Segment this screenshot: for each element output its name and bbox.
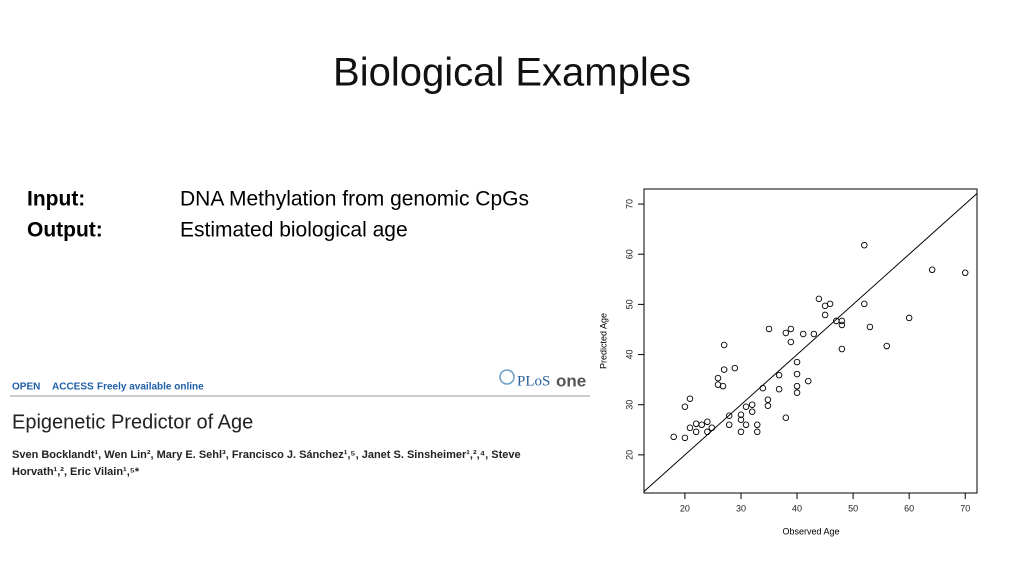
point [714, 374, 722, 382]
point [838, 345, 846, 353]
banner-access: ACCESS [52, 382, 94, 393]
point [805, 377, 812, 385]
point [725, 412, 733, 419]
point [799, 330, 807, 338]
point [725, 421, 733, 429]
point [764, 396, 772, 403]
point [670, 433, 677, 441]
point [793, 389, 801, 396]
paper-title: Epigenetic Predictor of Age [12, 411, 253, 433]
authors: Horvath¹,², Eric Vilain¹,⁵* [12, 466, 140, 478]
point [821, 311, 829, 319]
y-tick-label: 50 [624, 299, 634, 309]
point [826, 300, 834, 308]
point [720, 341, 728, 349]
y-axis-label: Predicted Age [598, 313, 608, 369]
point [748, 401, 756, 408]
x-tick-label: 70 [960, 503, 970, 513]
x-axis-label: Observed Age [782, 526, 839, 536]
point [704, 418, 711, 426]
point [961, 269, 969, 277]
row-label: Input: [27, 188, 85, 211]
point [787, 325, 795, 333]
point [793, 358, 801, 366]
point [737, 416, 745, 424]
y-tick-label: 20 [624, 450, 634, 460]
x-tick-label: 30 [736, 503, 746, 513]
point [753, 421, 761, 429]
point [793, 370, 801, 378]
y-tick-label: 60 [624, 249, 634, 259]
plot-frame [643, 188, 978, 494]
row-label: Output: [27, 219, 103, 242]
point [782, 329, 790, 337]
point [775, 371, 783, 379]
banner-free: Freely available online [97, 382, 204, 393]
y-tick-label: 30 [624, 400, 634, 410]
row-text: Estimated biological age [180, 219, 408, 242]
point [681, 403, 689, 410]
slide-title: Biological Examples [333, 51, 691, 95]
y-tick-label: 40 [624, 350, 634, 360]
point [883, 342, 890, 350]
point [719, 382, 727, 390]
banner-open: OPEN [12, 382, 40, 393]
point [692, 420, 700, 428]
point [765, 325, 773, 333]
logo-b: one [556, 371, 586, 390]
point [753, 428, 761, 436]
point [698, 421, 705, 429]
point [686, 424, 694, 432]
logo-icon [499, 369, 515, 385]
row-text: DNA Methylation from genomic CpGs [180, 188, 529, 211]
point [731, 364, 739, 372]
logo-a: PLoS [517, 373, 550, 389]
authors: Sven Bocklandt¹, Wen Lin², Mary E. Sehl³… [12, 449, 521, 461]
point [692, 428, 700, 436]
x-tick-label: 60 [904, 503, 914, 513]
point [742, 403, 750, 410]
point [742, 421, 750, 429]
point [708, 424, 716, 432]
point [905, 314, 913, 322]
point [737, 411, 745, 418]
point [838, 317, 846, 325]
y-tick-label: 70 [624, 199, 634, 209]
paper-header: OPEN ACCESS Freely available online PLoS… [10, 369, 590, 478]
point [737, 428, 745, 436]
point [720, 366, 728, 373]
point [681, 434, 689, 442]
identity-line [643, 193, 978, 492]
point [775, 385, 783, 393]
point [793, 382, 801, 390]
point [838, 321, 846, 329]
x-tick-label: 40 [792, 503, 802, 513]
point [861, 241, 868, 249]
point [764, 402, 772, 409]
x-tick-label: 50 [848, 503, 858, 513]
x-tick-label: 20 [680, 503, 690, 513]
point [748, 408, 756, 415]
point [782, 414, 790, 422]
point [686, 395, 694, 402]
point [866, 323, 874, 331]
point [861, 300, 868, 308]
point [704, 428, 711, 436]
point [759, 384, 767, 392]
point [810, 330, 818, 338]
point [815, 295, 823, 303]
point [787, 338, 795, 346]
point [928, 266, 936, 274]
